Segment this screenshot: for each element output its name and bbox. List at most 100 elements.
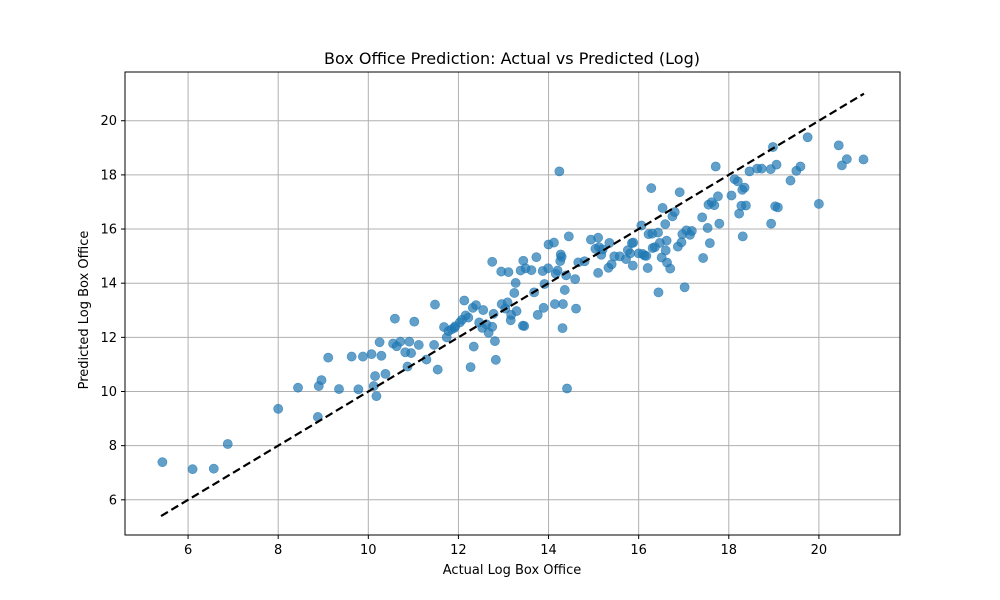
data-point [374,337,385,348]
data-point [187,464,198,475]
data-point [358,351,368,362]
data-point [502,297,513,308]
data-point [660,245,671,256]
data-point [557,323,568,334]
data-point [526,265,537,276]
data-point [813,198,824,209]
data-point [510,278,521,288]
data-point [157,457,168,468]
chart-title: Box Office Prediction: Actual vs Predict… [324,49,700,68]
data-point [686,226,697,236]
data-point [406,348,417,358]
data-point [465,362,476,373]
y-tick-label: 20 [100,114,117,129]
data-point [676,237,687,248]
x-tick-label: 6 [184,543,192,558]
data-point [704,238,715,249]
data-point [702,223,713,233]
data-point [571,303,581,314]
data-point [468,341,479,352]
x-tick-label: 18 [721,543,738,558]
data-point [563,231,574,242]
data-point [519,321,530,331]
data-point [478,305,489,315]
data-point [376,350,387,361]
data-point [858,154,869,165]
data-point [641,250,652,261]
data-point [771,159,782,170]
data-point [404,336,415,347]
data-point [653,287,664,298]
data-point [490,336,500,347]
data-point [293,382,303,393]
data-point [471,300,481,311]
data-point [429,340,439,350]
data-point [409,316,420,327]
data-point [273,403,284,414]
x-tick-label: 8 [274,543,282,558]
y-tick-label: 14 [100,277,117,292]
data-point [795,161,806,172]
data-point [625,248,636,259]
data-point [657,203,668,213]
data-point [316,375,327,386]
data-point [709,200,720,211]
x-tick-label: 20 [811,543,828,558]
data-point [543,263,553,274]
data-point [739,182,750,193]
data-point [371,391,382,401]
y-tick-label: 6 [109,493,117,508]
data-point [208,463,219,474]
data-point [463,312,474,323]
data-point [726,190,737,201]
data-point [674,187,685,198]
plot-frame [124,71,901,536]
data-point [490,354,501,365]
y-axis-label: Predicted Log Box Office [77,231,92,390]
x-tick-label: 16 [630,543,647,558]
y-tick-label: 8 [109,439,117,454]
x-tick-label: 12 [450,543,467,558]
data-point [323,352,334,363]
data-point [511,306,522,316]
data-point [487,321,498,332]
data-point [558,299,568,309]
data-point [532,309,543,320]
data-point [766,218,777,229]
y-tick-label: 12 [100,331,117,346]
data-point [549,237,559,248]
data-point [661,235,672,246]
data-point [402,361,413,372]
data-point [346,351,357,362]
data-point [366,349,377,360]
reference-line [160,92,865,517]
data-point [665,263,676,274]
data-point [710,161,721,172]
data-point [395,336,406,347]
y-tick-label: 10 [100,385,117,400]
data-point [552,265,563,276]
data-point [713,191,723,202]
data-point [593,232,604,243]
data-point [669,207,680,217]
data-point [389,313,400,324]
data-point [737,231,748,242]
data-point [756,163,767,174]
data-point [538,302,549,313]
data-point [413,340,424,350]
data-point [559,285,570,295]
data-point [628,237,639,248]
grid-lines [125,72,900,535]
data-point [432,364,443,375]
data-point [785,175,796,186]
data-point [370,371,380,381]
data-point [732,176,743,187]
data-point [653,227,663,238]
data-point [697,212,708,223]
data-point [841,154,852,165]
data-point [570,274,581,285]
data-point [487,256,498,267]
data-point [698,253,708,263]
data-point [627,260,638,271]
